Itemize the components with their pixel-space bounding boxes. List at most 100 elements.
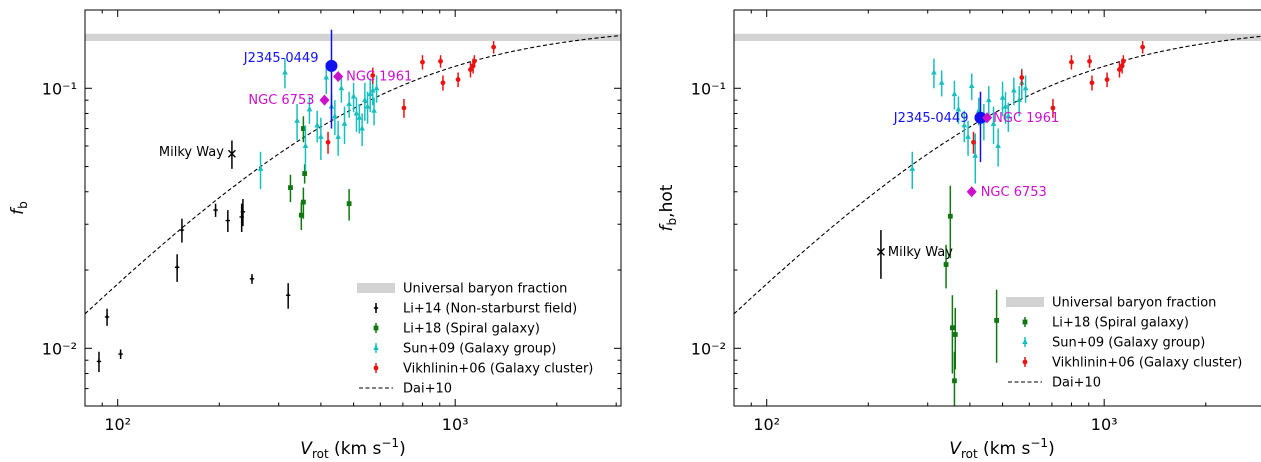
- model-curve-dai10: [734, 35, 1261, 315]
- sun09-point: [282, 69, 288, 75]
- label-milky-way: Milky Way: [159, 145, 224, 160]
- li14-point: [285, 293, 291, 298]
- sun09-point: [909, 165, 916, 171]
- y-tick-label: 10⁻²: [691, 339, 726, 358]
- sun09-point: [294, 117, 300, 123]
- sun09-point: [999, 94, 1006, 100]
- sun09-point: [373, 84, 380, 91]
- axes-frame: [84, 9, 622, 407]
- legend-label-band: Universal baryon fraction: [1052, 296, 1216, 311]
- universal-baryon-band: [85, 33, 621, 41]
- label-ngc-1961: NGC 1961: [346, 69, 412, 84]
- sun09-point: [364, 103, 371, 109]
- sun09-point: [341, 120, 348, 126]
- sun09-point: [955, 105, 962, 112]
- legend-label-li18: Li+18 (Spiral galaxy): [403, 322, 540, 337]
- vikh06-point: [1104, 77, 1110, 82]
- sun09-point: [938, 79, 945, 85]
- sun09-point: [369, 87, 376, 93]
- vikh06-point: [971, 139, 976, 145]
- ticks: [84, 9, 621, 407]
- x-axis-label: Vrot (km s−1): [949, 436, 1054, 458]
- vikh06-point: [401, 105, 407, 111]
- legend-label-sun09: Sun+09 (Galaxy group): [1052, 336, 1205, 351]
- li18-point: [949, 325, 955, 331]
- sun09-point: [985, 96, 992, 103]
- label-j2345-0449: J2345-0449: [243, 51, 319, 66]
- li18-point: [288, 185, 293, 190]
- li18-point: [302, 171, 308, 176]
- universal-baryon-band: [734, 33, 1261, 41]
- sun09-point: [931, 69, 937, 75]
- legend-label-sun09: Sun+09 (Galaxy group): [403, 342, 556, 357]
- special-point-j2345-0449: [974, 111, 987, 124]
- vikh06-point: [1120, 58, 1126, 64]
- x-axis-label: Vrot (km s−1): [300, 436, 405, 458]
- li18-point: [947, 213, 953, 219]
- li18-point: [346, 201, 352, 207]
- sun09-point: [951, 90, 958, 97]
- li14-point: [225, 218, 231, 223]
- sun09-point: [338, 84, 345, 91]
- li14-point: [174, 265, 180, 270]
- sun09-point: [972, 152, 979, 158]
- li14-point: [96, 359, 102, 364]
- sun09-point: [371, 107, 377, 113]
- sun09-point: [362, 96, 368, 103]
- sun09-point: [968, 82, 975, 89]
- sun09-point: [1016, 96, 1022, 103]
- x-tick-label: 10²: [104, 415, 131, 434]
- sun09-point: [356, 114, 363, 120]
- legend-label-vikh06: Vikhlinin+06 (Galaxy cluster): [1052, 356, 1242, 371]
- sun09-point: [350, 93, 357, 99]
- label-j2345-0449: J2345-0449: [893, 111, 969, 126]
- li18-point: [943, 262, 949, 267]
- special-point-milky-way: [876, 247, 885, 256]
- li18-point: [300, 199, 306, 205]
- li14-point: [249, 276, 255, 282]
- li18-point: [300, 126, 306, 131]
- li18-point: [994, 318, 1000, 323]
- sun09-point: [965, 133, 971, 139]
- sun09-point: [302, 142, 309, 148]
- special-point-milky-way: [227, 149, 236, 158]
- y-tick-label: 10⁻²: [42, 339, 77, 358]
- sun09-point: [318, 133, 324, 139]
- vikh06-point: [325, 139, 331, 145]
- vikh06-point: [471, 58, 477, 64]
- li14-point: [104, 314, 110, 320]
- legend-marker-band: [1006, 297, 1044, 307]
- vikh06-point: [370, 73, 376, 78]
- sun09-point: [961, 121, 968, 128]
- axes-frame: [733, 9, 1261, 407]
- y-tick-label: 10⁻¹: [691, 79, 726, 98]
- special-point-ngc-1961: [982, 112, 993, 124]
- sun09-point: [1022, 84, 1029, 91]
- plot-area: [734, 33, 1261, 406]
- li14-point: [179, 227, 185, 233]
- vikh06-point: [491, 44, 497, 50]
- label-ngc-6753: NGC 6753: [248, 93, 314, 108]
- vikh06-point: [1069, 59, 1074, 65]
- panel-left: Milky Way J2345-0449 NGC 1961 NGC 6753 10² 10…: [8, 9, 622, 461]
- sun09-point: [1011, 87, 1017, 93]
- vikh06-point: [440, 80, 446, 86]
- legend-label-band: Universal baryon fraction: [403, 282, 567, 297]
- legend-label-li18: Li+18 (Spiral galaxy): [1052, 316, 1189, 331]
- vikh06-point: [1089, 80, 1095, 86]
- x-tick-label: 10²: [753, 415, 780, 434]
- li14-point: [213, 207, 218, 213]
- sun09-point: [367, 90, 373, 97]
- panel-right: Milky Way J2345-0449 NGC 1961 NGC 6753 10² 10…: [657, 9, 1261, 461]
- legend-label-model: Dai+10: [403, 382, 452, 397]
- vikh06-point: [438, 58, 443, 64]
- li14-point: [118, 351, 123, 357]
- ticks: [733, 9, 1207, 407]
- sun09-point: [257, 165, 264, 171]
- sun09-point: [335, 133, 341, 139]
- legend-label-model: Dai+10: [1052, 376, 1101, 391]
- sun09-point: [323, 74, 330, 80]
- vikh06-point: [420, 59, 425, 65]
